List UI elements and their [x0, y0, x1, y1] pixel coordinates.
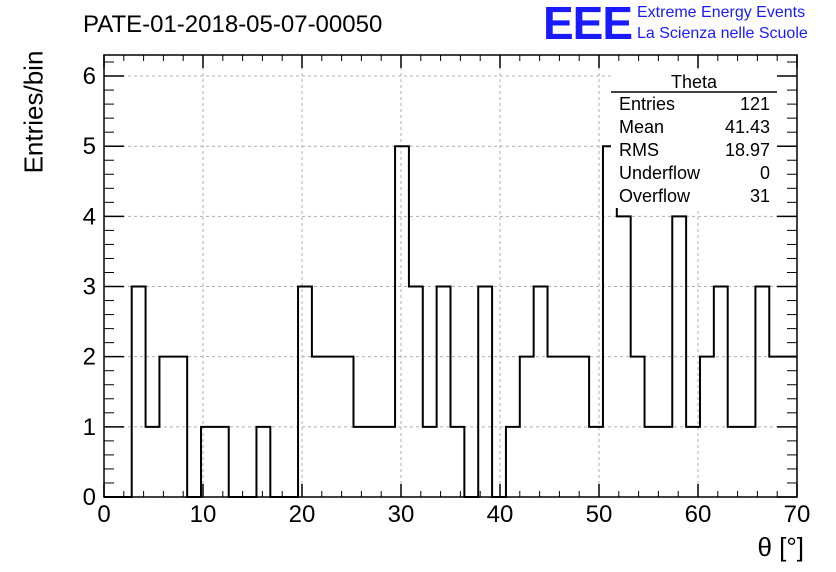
x-tick-label: 0: [97, 501, 110, 528]
stats-label: Entries: [619, 94, 675, 114]
x-axis-label: θ [°]: [757, 532, 804, 562]
plot-frame: [103, 54, 798, 498]
y-tick-label: 3: [83, 274, 96, 301]
histogram-line: [104, 145, 797, 498]
stats-label: RMS: [619, 140, 659, 160]
y-tick-label: 5: [83, 133, 96, 160]
stats-value: 18.97: [725, 140, 770, 160]
x-tick-label: 10: [190, 501, 217, 528]
stats-label: Overflow: [619, 186, 691, 206]
stats-box-background: [611, 70, 777, 208]
x-tick-label: 60: [685, 501, 712, 528]
stats-value: 0: [760, 163, 770, 183]
logo-line-1: Extreme Energy Events: [637, 4, 806, 21]
stats-value: 41.43: [725, 117, 770, 137]
y-tick-label: 4: [83, 203, 96, 230]
x-tick-label: 70: [784, 501, 811, 528]
stats-title: Theta: [671, 72, 718, 92]
stats-label: Underflow: [619, 163, 701, 183]
y-tick-label: 6: [83, 63, 96, 90]
x-tick-label: 50: [586, 501, 613, 528]
y-tick-label: 2: [83, 344, 96, 371]
logo-line-2: La Scienza nelle Scuole: [637, 25, 808, 42]
eee-logo: EEE: [543, 0, 633, 49]
x-tick-label: 40: [487, 501, 514, 528]
y-tick-label: 1: [83, 414, 96, 441]
x-tick-label: 20: [289, 501, 316, 528]
y-tick-label: 0: [83, 484, 96, 511]
stats-label: Mean: [619, 117, 664, 137]
stats-value: 121: [740, 94, 770, 114]
x-tick-label: 30: [388, 501, 415, 528]
chart-title: PATE-01-2018-05-07-00050: [83, 11, 383, 38]
stats-value: 31: [750, 186, 770, 206]
